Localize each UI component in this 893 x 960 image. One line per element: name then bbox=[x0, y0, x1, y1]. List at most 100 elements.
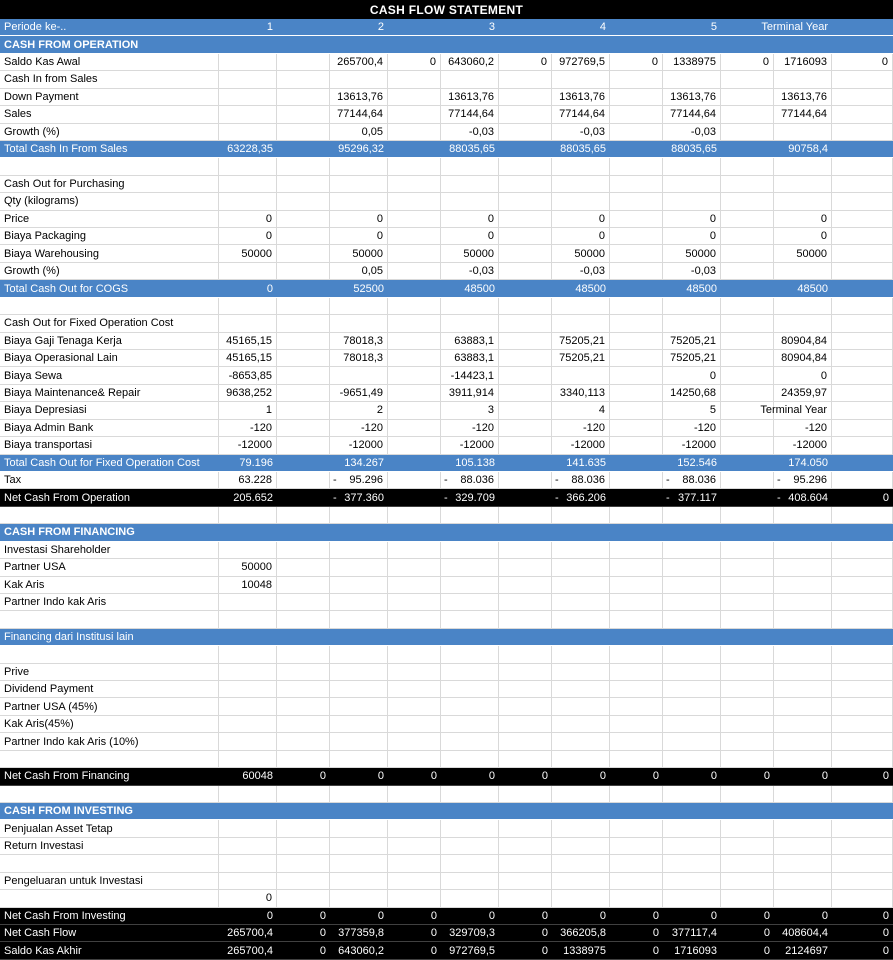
cell: 60048 bbox=[242, 770, 273, 783]
cell bbox=[388, 715, 441, 734]
cell bbox=[832, 733, 893, 751]
cell bbox=[663, 890, 721, 908]
cell: 75205,21 bbox=[552, 350, 610, 368]
cell bbox=[663, 820, 721, 838]
cell bbox=[721, 455, 774, 471]
cell bbox=[388, 611, 441, 629]
cell bbox=[774, 193, 832, 211]
cell: -0,03 bbox=[663, 262, 721, 281]
cell bbox=[277, 315, 330, 333]
cell bbox=[499, 141, 552, 157]
cell bbox=[499, 646, 552, 664]
cell bbox=[330, 646, 388, 664]
cell bbox=[277, 576, 330, 594]
row-label: Kak Aris(45%) bbox=[0, 715, 219, 734]
cell bbox=[552, 820, 610, 838]
cell: 79.196 bbox=[239, 456, 273, 469]
table-row: Tax 63.228-95.296-88.036-88.036-88.036-95… bbox=[0, 471, 893, 490]
cell: 0 bbox=[541, 770, 548, 783]
cell: 0 bbox=[821, 909, 828, 922]
cell bbox=[330, 890, 388, 908]
cell bbox=[610, 193, 663, 211]
cell: 1 bbox=[266, 21, 273, 34]
cell bbox=[610, 158, 663, 176]
cell: -0,03 bbox=[552, 262, 610, 281]
cell bbox=[832, 698, 893, 716]
cell bbox=[721, 471, 774, 490]
cell: 0 bbox=[774, 210, 832, 229]
cell: 0 bbox=[219, 210, 277, 229]
cell bbox=[774, 698, 832, 716]
cell: -0,03 bbox=[441, 262, 499, 281]
cell bbox=[721, 663, 774, 682]
table-row: Partner USA (45%) bbox=[0, 698, 893, 716]
row-label: Down Payment bbox=[0, 88, 219, 107]
cell bbox=[330, 297, 388, 316]
cell bbox=[441, 872, 499, 891]
cell: -9651,49 bbox=[330, 384, 388, 403]
cell bbox=[610, 593, 663, 612]
cell: 63228,35 bbox=[227, 143, 273, 156]
cell bbox=[832, 593, 893, 612]
cell: 80904,84 bbox=[774, 332, 832, 351]
cell: -120 bbox=[441, 419, 499, 438]
cell bbox=[388, 698, 441, 716]
cell bbox=[499, 123, 552, 141]
cell bbox=[277, 175, 330, 194]
table-row: Investasi Shareholder bbox=[0, 541, 893, 560]
cell bbox=[721, 106, 774, 124]
cell: 50000 bbox=[219, 245, 277, 263]
table-row: Biaya Admin Bank -120 -120 -120 -120 -120 -120 bbox=[0, 419, 893, 438]
cell: 0 bbox=[710, 909, 717, 922]
cell bbox=[388, 158, 441, 176]
cell bbox=[610, 315, 663, 333]
cell bbox=[832, 611, 893, 629]
table-row: Kak Aris 10048 bbox=[0, 576, 893, 594]
cell: -366.206 bbox=[552, 489, 610, 505]
row-label: Biaya transportasi bbox=[0, 437, 219, 455]
cell bbox=[610, 646, 663, 664]
cell bbox=[832, 367, 893, 385]
cell bbox=[277, 280, 330, 296]
cell bbox=[610, 71, 663, 89]
cell bbox=[610, 332, 663, 351]
row-label: Total Cash In From Sales bbox=[4, 143, 128, 156]
cell bbox=[832, 663, 893, 682]
cell bbox=[330, 193, 388, 211]
cell bbox=[663, 193, 721, 211]
cell bbox=[721, 559, 774, 577]
cell: -12000 bbox=[552, 437, 610, 455]
cell: Terminal Year bbox=[761, 21, 828, 34]
cell bbox=[499, 559, 552, 577]
cell: 0 bbox=[499, 53, 552, 72]
cell bbox=[663, 646, 721, 664]
cell: 50000 bbox=[219, 559, 277, 577]
cell bbox=[441, 193, 499, 211]
cell bbox=[441, 175, 499, 194]
cell bbox=[774, 71, 832, 89]
cell bbox=[499, 106, 552, 124]
cell bbox=[388, 123, 441, 141]
cell bbox=[441, 681, 499, 699]
cell bbox=[277, 593, 330, 612]
cell bbox=[441, 541, 499, 560]
cell bbox=[774, 506, 832, 525]
cell bbox=[499, 506, 552, 525]
table-row: Saldo Kas Awal 265700,4 0 643060,2 0 972769,5… bbox=[0, 53, 893, 72]
cell bbox=[832, 455, 893, 471]
table-row: Partner Indo kak Aris bbox=[0, 593, 893, 612]
cell: 63883,1 bbox=[441, 332, 499, 351]
cell bbox=[388, 559, 441, 577]
cell bbox=[721, 872, 774, 891]
row-label: Tax bbox=[0, 471, 219, 490]
cell bbox=[721, 123, 774, 141]
cell: 0 bbox=[377, 770, 384, 783]
cell: 3 bbox=[488, 21, 495, 34]
cell bbox=[441, 890, 499, 908]
cell: 265700,4 bbox=[330, 53, 388, 72]
cell: 0 bbox=[219, 890, 277, 908]
table-row: Sales 77144,64 77144,64 77144,64 77144,64 771… bbox=[0, 106, 893, 124]
row-label: Net Cash Flow bbox=[4, 927, 77, 940]
cell: 0 bbox=[377, 909, 384, 922]
cell bbox=[277, 663, 330, 682]
